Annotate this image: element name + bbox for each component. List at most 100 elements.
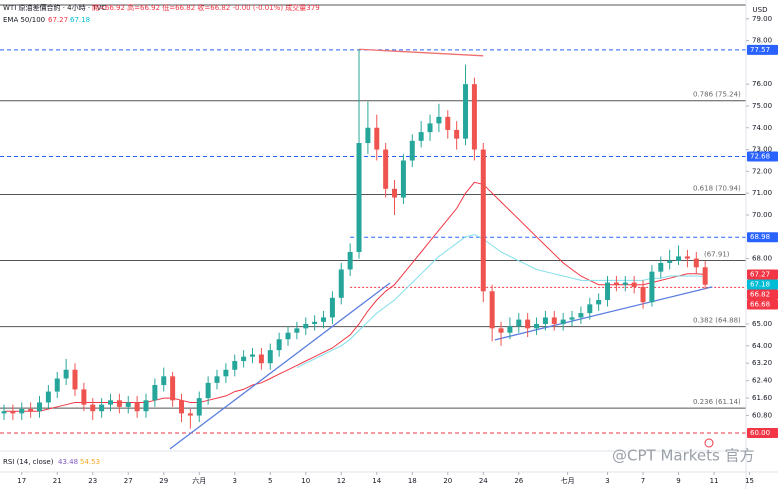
candle-body xyxy=(45,391,51,403)
candle-body xyxy=(338,269,344,298)
candle-body xyxy=(143,400,149,412)
candle-body xyxy=(170,376,176,401)
candle-body xyxy=(36,402,42,412)
x-tick-label: 17 xyxy=(17,477,26,485)
price-tag xyxy=(747,44,778,55)
x-tick-label: 11 xyxy=(710,477,719,485)
candle-body xyxy=(463,84,469,139)
candle-body xyxy=(427,123,433,133)
candle-body xyxy=(560,319,566,324)
watermark: @CPT Markets 官方 xyxy=(612,447,755,465)
y-tick-label: 60.80 xyxy=(752,412,772,420)
x-tick-label: 七月 xyxy=(561,476,575,485)
candle-body xyxy=(285,332,291,340)
candle-body xyxy=(134,402,140,412)
fib-label: 0.236 (61.14) xyxy=(693,398,741,406)
candle-body xyxy=(489,291,495,329)
price-tag-label: 72.68 xyxy=(750,153,770,161)
y-tick-label: 75.00 xyxy=(752,102,772,110)
candle-body xyxy=(179,400,185,414)
y-tick-label: 78.00 xyxy=(752,37,772,45)
fib-label: 0.382 (64.88) xyxy=(693,317,741,325)
candle-body xyxy=(303,323,309,329)
candle-body xyxy=(232,361,238,370)
candle-body xyxy=(63,369,69,379)
candle-body xyxy=(90,404,96,412)
rsi-name: RSI (14, close) xyxy=(3,458,54,466)
candle-body xyxy=(267,350,273,364)
candle-body xyxy=(658,262,664,272)
candle-body xyxy=(471,84,477,150)
candle-body xyxy=(525,319,531,329)
candle-body xyxy=(72,369,78,390)
indicator-value: 67.27 xyxy=(48,16,68,24)
y-tick-label: 79.00 xyxy=(752,15,772,23)
candle-body xyxy=(702,267,708,285)
x-tick-label: 26 xyxy=(514,477,523,485)
candle-body xyxy=(223,369,229,377)
candle-body xyxy=(631,282,637,287)
candle-body xyxy=(445,116,451,130)
candle-body xyxy=(587,304,593,314)
candle-body xyxy=(214,376,220,383)
candle-body xyxy=(578,313,584,318)
candle-body xyxy=(347,252,353,270)
trendline xyxy=(358,48,484,57)
x-tick-label: 9 xyxy=(676,477,680,485)
candle-body xyxy=(99,404,105,412)
y-tick-label: 74.00 xyxy=(752,124,772,132)
y-tick-label: 76.00 xyxy=(752,80,772,88)
price-tag-label: 68.98 xyxy=(750,233,770,241)
candle-body xyxy=(605,282,611,300)
candle-body xyxy=(392,188,398,198)
candle-body xyxy=(152,385,158,401)
candle-body xyxy=(613,282,619,285)
price-axis: 79.00 78.00 76.00 75.00 74.00 73.00 72.00 71.00… xyxy=(746,15,778,438)
candle-body xyxy=(250,354,256,357)
candle-body xyxy=(498,328,504,333)
price-tag-label: 66.68 xyxy=(750,300,770,308)
trendline xyxy=(169,282,391,450)
price-tag xyxy=(747,279,778,290)
fib-label: 0.786 (75.24) xyxy=(693,91,741,99)
candle-body xyxy=(196,398,202,416)
y-tick-label: 64.00 xyxy=(752,342,772,350)
price-tag xyxy=(747,427,778,438)
candle-body xyxy=(693,258,699,268)
x-tick-label: 10 xyxy=(301,477,310,485)
chart-title: WTI 原油差價合約 · 4小時 · TVC xyxy=(3,3,106,12)
x-tick-label: 3 xyxy=(233,477,237,485)
indicator-name: EMA 50/100 xyxy=(3,16,45,24)
indicator-value: 67.18 xyxy=(70,16,90,24)
alert-icon[interactable] xyxy=(704,438,714,448)
candle-body xyxy=(1,411,7,414)
x-tick-label: 六月 xyxy=(192,476,206,485)
candle-body xyxy=(108,400,114,405)
y-tick-label: 71.00 xyxy=(752,189,772,197)
candle-body xyxy=(622,282,628,285)
x-tick-label: 20 xyxy=(443,477,452,485)
candle-body xyxy=(436,116,442,124)
candle-body xyxy=(276,339,282,351)
ema-line xyxy=(296,234,706,369)
x-tick-label: 21 xyxy=(53,477,62,485)
candle-body xyxy=(294,328,300,333)
candle-body xyxy=(81,389,87,405)
fib-label: 0.618 (70.94) xyxy=(693,184,741,192)
price-tag xyxy=(747,289,778,300)
fib-label: (67.91) xyxy=(704,251,730,259)
price-tag-label: 60.00 xyxy=(750,429,770,437)
quote: 開=66.92 高=66.92 低=66.82 收=66.82 -0.00 (-… xyxy=(92,3,320,12)
price-tag xyxy=(747,151,778,162)
candle-body xyxy=(507,326,513,333)
rsi-value: 54.53 xyxy=(80,458,100,466)
candle-body xyxy=(258,354,264,364)
y-tick-label: 70.00 xyxy=(752,211,772,219)
plot-area: 0.786 (75.24) 0.618 (70.94) (67.91) 0.382 (… xyxy=(0,4,746,450)
candle-body xyxy=(312,321,318,324)
y-tick-label: 65.00 xyxy=(752,320,772,328)
candle-body xyxy=(125,402,131,407)
y-tick-label: 61.60 xyxy=(752,394,772,402)
